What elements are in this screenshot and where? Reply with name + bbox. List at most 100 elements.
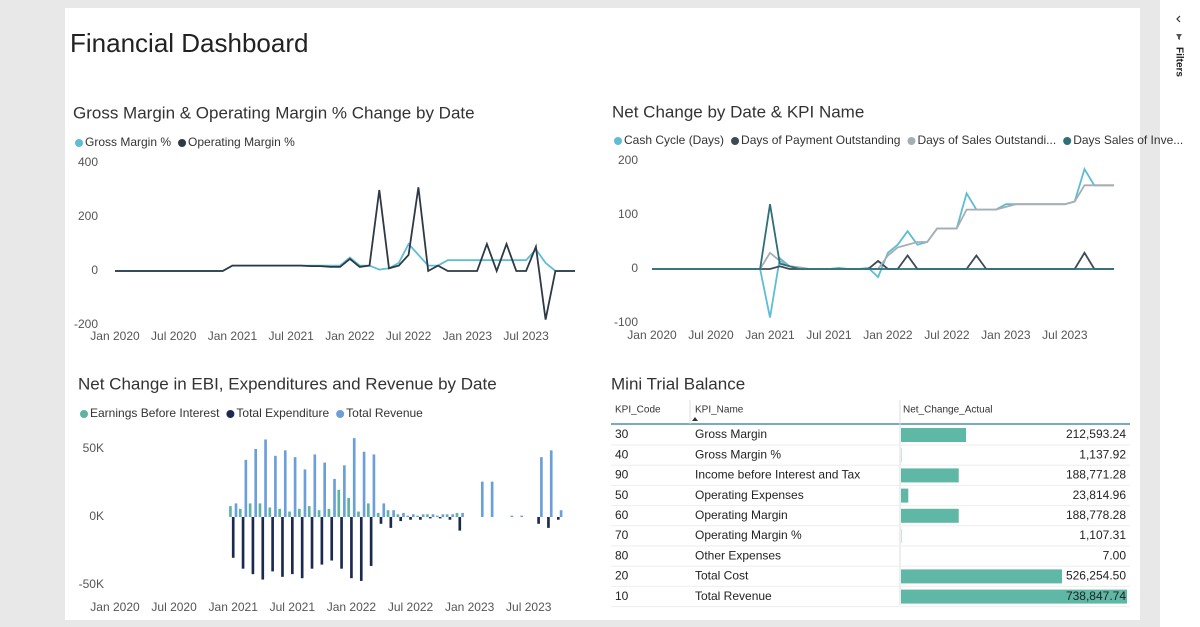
bar xyxy=(386,510,390,517)
x-tick-label: Jul 2023 xyxy=(1042,328,1088,342)
bar xyxy=(317,510,321,517)
bar xyxy=(402,512,405,517)
bar xyxy=(409,517,412,520)
bar xyxy=(547,517,550,528)
kpi-code: 70 xyxy=(615,528,629,542)
x-tick-label: Jan 2022 xyxy=(325,329,375,343)
legend-label: Days of Sales Outstandi... xyxy=(917,133,1056,147)
bar xyxy=(307,506,311,517)
bar xyxy=(367,503,370,517)
bar xyxy=(350,517,353,579)
x-tick-label: Jan 2021 xyxy=(209,600,259,614)
chart-title: Gross Margin & Operating Margin % Change… xyxy=(73,103,475,122)
legend-label: Cash Cycle (Days) xyxy=(624,133,724,147)
legend-marker xyxy=(731,137,740,145)
column-header: KPI_Name xyxy=(695,405,744,416)
legend-label: Earnings Before Interest xyxy=(90,406,220,420)
kpi-name: Total Revenue xyxy=(695,589,772,603)
bar xyxy=(298,508,301,517)
legend-label: Total Expenditure xyxy=(236,406,329,420)
kpi-code: 90 xyxy=(615,468,629,482)
bar xyxy=(244,459,248,517)
x-tick-label: Jul 2022 xyxy=(388,600,434,614)
bar xyxy=(372,454,376,517)
y-tick-label: -200 xyxy=(74,317,98,331)
kpi-name: Other Expenses xyxy=(695,548,781,562)
bar xyxy=(288,511,291,517)
x-tick-label: Jul 2022 xyxy=(924,328,970,342)
x-tick-label: Jan 2023 xyxy=(981,328,1031,342)
bar xyxy=(396,514,400,517)
kpi-code: 10 xyxy=(615,589,629,603)
bar xyxy=(411,514,415,517)
bar xyxy=(441,514,445,517)
bar xyxy=(435,515,439,517)
kpi-name: Operating Expenses xyxy=(695,488,804,502)
bar xyxy=(258,503,262,517)
x-tick-label: Jul 2020 xyxy=(688,328,734,342)
bar xyxy=(520,515,524,517)
filters-label[interactable]: Filters xyxy=(1173,47,1184,77)
x-tick-label: Jul 2023 xyxy=(503,329,549,343)
bar xyxy=(271,517,274,572)
x-tick-label: Jan 2020 xyxy=(90,600,140,614)
filters-pane[interactable] xyxy=(1160,0,1200,627)
net-change: 1,107.31 xyxy=(1079,528,1126,542)
x-tick-label: Jul 2021 xyxy=(268,329,314,343)
bar xyxy=(537,517,540,524)
bar xyxy=(320,517,324,565)
bar xyxy=(300,517,304,579)
x-tick-label: Jan 2022 xyxy=(863,328,913,342)
bar xyxy=(340,517,343,569)
bar xyxy=(448,517,452,520)
net-change: 1,137.92 xyxy=(1079,447,1126,461)
bar xyxy=(445,514,449,517)
bar xyxy=(264,439,267,517)
bar xyxy=(343,465,346,517)
net-change: 738,847.74 xyxy=(1066,589,1126,603)
bar xyxy=(278,508,282,517)
bar xyxy=(461,512,464,517)
x-tick-label: Jul 2020 xyxy=(151,600,197,614)
bar xyxy=(333,478,336,517)
chart-title: Net Change by Date & KPI Name xyxy=(612,102,864,121)
bar xyxy=(293,457,297,517)
bar xyxy=(352,438,356,517)
bar xyxy=(392,510,395,517)
bar xyxy=(231,517,235,558)
kpi-code: 40 xyxy=(615,447,629,461)
bar xyxy=(251,517,255,575)
net-change: 212,593.24 xyxy=(1066,427,1126,441)
net-change: 188,778.28 xyxy=(1066,508,1126,522)
dashboard-title: Financial Dashboard xyxy=(70,28,308,58)
bar xyxy=(451,514,455,517)
bar xyxy=(399,517,403,522)
bar xyxy=(362,451,366,517)
bar xyxy=(428,517,432,519)
bar xyxy=(337,489,341,517)
y-tick-label: 0K xyxy=(89,509,104,523)
legend-marker xyxy=(75,139,83,147)
legend-marker xyxy=(80,410,88,418)
x-tick-label: Jan 2023 xyxy=(443,329,493,343)
kpi-code: 30 xyxy=(615,427,629,441)
bar xyxy=(281,517,284,577)
bar xyxy=(379,517,383,524)
collapse-icon[interactable] xyxy=(1176,15,1181,23)
bar xyxy=(234,503,238,517)
kpi-code: 20 xyxy=(615,569,629,583)
bar xyxy=(359,517,363,581)
bar xyxy=(382,503,386,517)
net-change: 7.00 xyxy=(1103,548,1127,562)
x-tick-label: Jul 2022 xyxy=(386,329,432,343)
bar xyxy=(268,507,272,517)
legend-marker xyxy=(907,137,916,145)
bar xyxy=(419,517,422,520)
bar xyxy=(274,455,277,517)
bar xyxy=(406,515,410,517)
bar xyxy=(261,517,265,580)
x-tick-label: Jul 2021 xyxy=(806,328,852,342)
bar xyxy=(421,514,425,517)
net-change: 188,771.28 xyxy=(1066,468,1126,482)
